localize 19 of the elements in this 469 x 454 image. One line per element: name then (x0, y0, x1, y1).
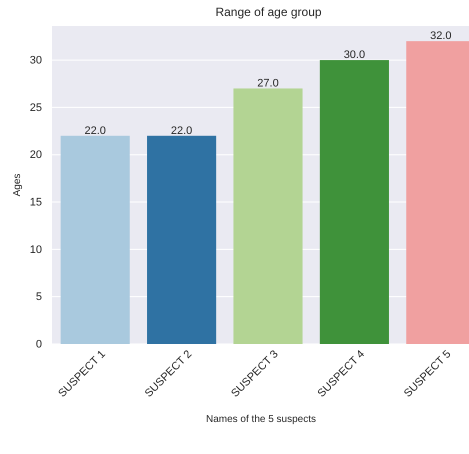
data-label: 22.0 (170, 124, 192, 137)
bar (147, 136, 216, 344)
bar (320, 60, 389, 344)
y-tick-label: 5 (36, 291, 42, 304)
bar (233, 88, 303, 344)
data-label: 32.0 (430, 30, 452, 42)
y-tick-label: 10 (30, 244, 42, 256)
y-axis-title: Ages (12, 174, 23, 196)
chart-title: Range of age group (215, 5, 322, 19)
y-tick-label: 25 (30, 102, 42, 114)
bar (60, 136, 130, 344)
y-tick-label: 30 (30, 54, 42, 67)
y-tick-label: 0 (36, 338, 42, 351)
data-label: 27.0 (257, 77, 279, 90)
data-label: 30.0 (344, 49, 366, 62)
y-tick-label: 20 (30, 149, 42, 162)
y-tick-label: 15 (30, 196, 42, 209)
x-axis-title: Names of the 5 suspects (206, 414, 316, 425)
data-label: 22.0 (84, 124, 106, 137)
